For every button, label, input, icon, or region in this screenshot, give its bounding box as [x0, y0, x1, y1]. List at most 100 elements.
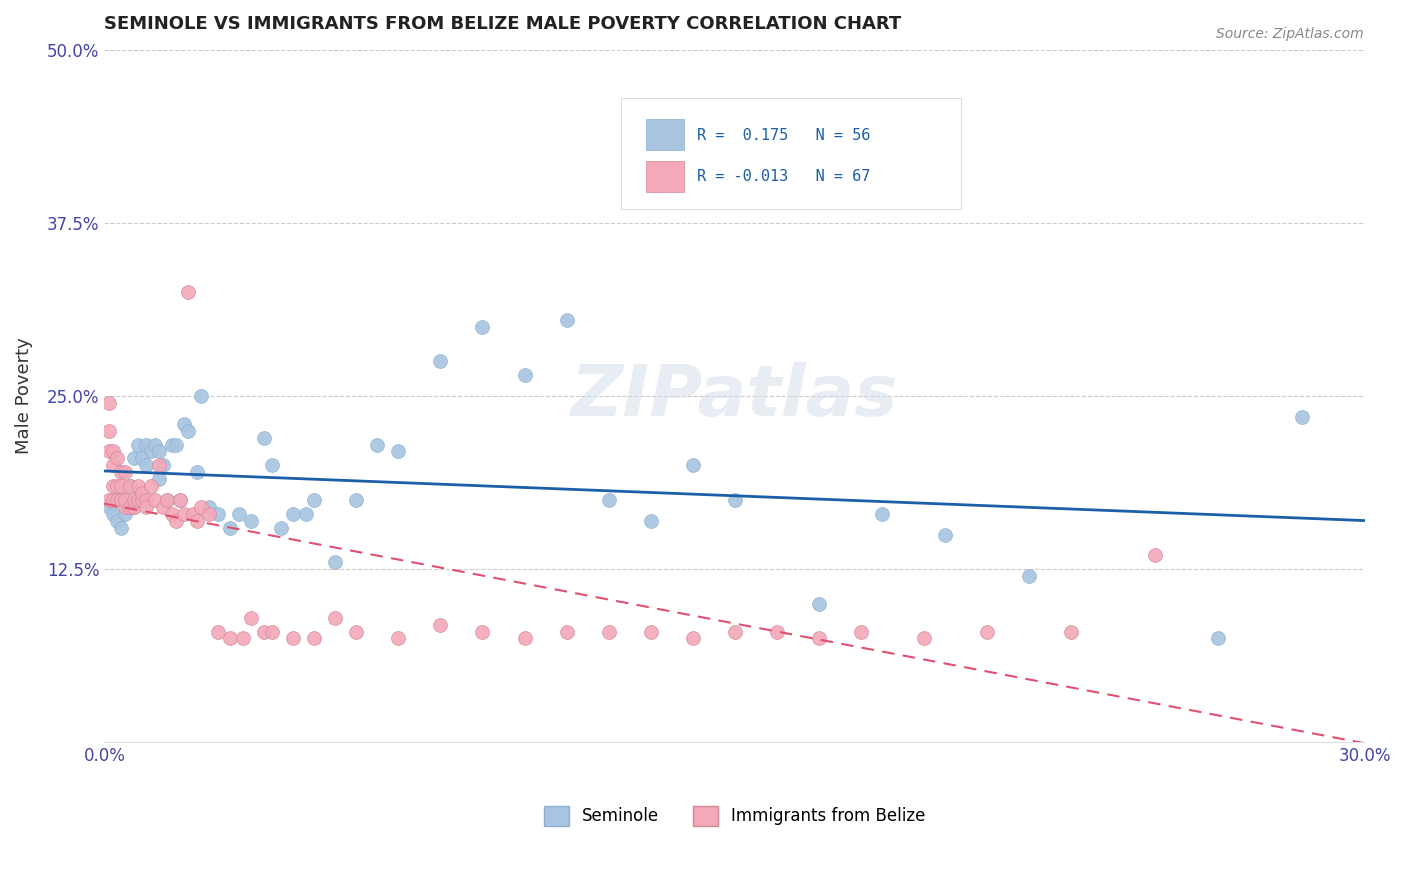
Point: [122, 500, 145, 514]
Point: [143, 437, 166, 451]
Point: [101, 479, 124, 493]
Point: [640, 514, 662, 528]
Point: [156, 492, 179, 507]
Point: [253, 431, 276, 445]
Point: [181, 507, 204, 521]
FancyBboxPatch shape: [647, 120, 685, 150]
Point: [131, 486, 153, 500]
Point: [219, 632, 242, 646]
Text: R = -0.013   N = 67: R = -0.013 N = 67: [697, 169, 870, 184]
Point: [177, 424, 200, 438]
Point: [207, 624, 229, 639]
Point: [148, 458, 170, 473]
Point: [471, 624, 494, 639]
Point: [387, 632, 409, 646]
Point: [118, 500, 141, 514]
Point: [114, 507, 136, 521]
Point: [148, 444, 170, 458]
Point: [598, 492, 620, 507]
Point: [1143, 549, 1166, 563]
Point: [283, 507, 305, 521]
Point: [160, 507, 183, 521]
Point: [513, 368, 536, 383]
Point: [101, 492, 124, 507]
Point: [101, 444, 124, 458]
Point: [640, 624, 662, 639]
Point: [228, 507, 250, 521]
Point: [198, 500, 221, 514]
Point: [105, 479, 128, 493]
Point: [262, 624, 284, 639]
Point: [283, 632, 305, 646]
Text: Source: ZipAtlas.com: Source: ZipAtlas.com: [1216, 27, 1364, 41]
Point: [387, 444, 409, 458]
Point: [912, 632, 935, 646]
Point: [156, 492, 179, 507]
Point: [207, 507, 229, 521]
Point: [114, 492, 136, 507]
Point: [366, 437, 388, 451]
Point: [148, 472, 170, 486]
Point: [723, 624, 745, 639]
Point: [122, 500, 145, 514]
Point: [295, 507, 318, 521]
Point: [110, 492, 132, 507]
Point: [682, 632, 704, 646]
Point: [165, 514, 187, 528]
Point: [240, 514, 263, 528]
Point: [101, 458, 124, 473]
Point: [110, 521, 132, 535]
Point: [765, 624, 787, 639]
Point: [127, 479, 149, 493]
Point: [325, 555, 347, 569]
Point: [555, 313, 578, 327]
Point: [682, 458, 704, 473]
Point: [262, 458, 284, 473]
Point: [105, 492, 128, 507]
Point: [127, 492, 149, 507]
Point: [160, 437, 183, 451]
Point: [870, 507, 893, 521]
FancyBboxPatch shape: [647, 161, 685, 192]
Point: [139, 444, 162, 458]
Point: [143, 492, 166, 507]
Point: [110, 465, 132, 479]
Text: ZIPatlas: ZIPatlas: [571, 361, 898, 431]
Point: [165, 437, 187, 451]
Point: [198, 507, 221, 521]
Point: [114, 500, 136, 514]
Point: [97, 444, 120, 458]
Point: [934, 527, 956, 541]
FancyBboxPatch shape: [621, 98, 962, 209]
Text: R =  0.175   N = 56: R = 0.175 N = 56: [697, 128, 870, 143]
Point: [304, 492, 326, 507]
Point: [105, 451, 128, 466]
Point: [135, 437, 157, 451]
Point: [173, 507, 195, 521]
Point: [97, 500, 120, 514]
Point: [976, 624, 998, 639]
Point: [135, 458, 157, 473]
Point: [122, 492, 145, 507]
Point: [118, 479, 141, 493]
Point: [429, 617, 451, 632]
Point: [118, 479, 141, 493]
Point: [152, 458, 174, 473]
Point: [114, 465, 136, 479]
Text: SEMINOLE VS IMMIGRANTS FROM BELIZE MALE POVERTY CORRELATION CHART: SEMINOLE VS IMMIGRANTS FROM BELIZE MALE …: [104, 15, 901, 33]
Y-axis label: Male Poverty: Male Poverty: [15, 338, 32, 454]
Point: [110, 479, 132, 493]
Point: [232, 632, 254, 646]
Point: [555, 624, 578, 639]
Point: [346, 492, 368, 507]
Point: [1206, 632, 1229, 646]
Point: [429, 354, 451, 368]
Point: [270, 521, 292, 535]
Point: [127, 437, 149, 451]
Point: [723, 492, 745, 507]
Point: [240, 610, 263, 624]
Point: [190, 500, 212, 514]
Point: [97, 396, 120, 410]
Point: [1059, 624, 1081, 639]
Point: [186, 465, 208, 479]
